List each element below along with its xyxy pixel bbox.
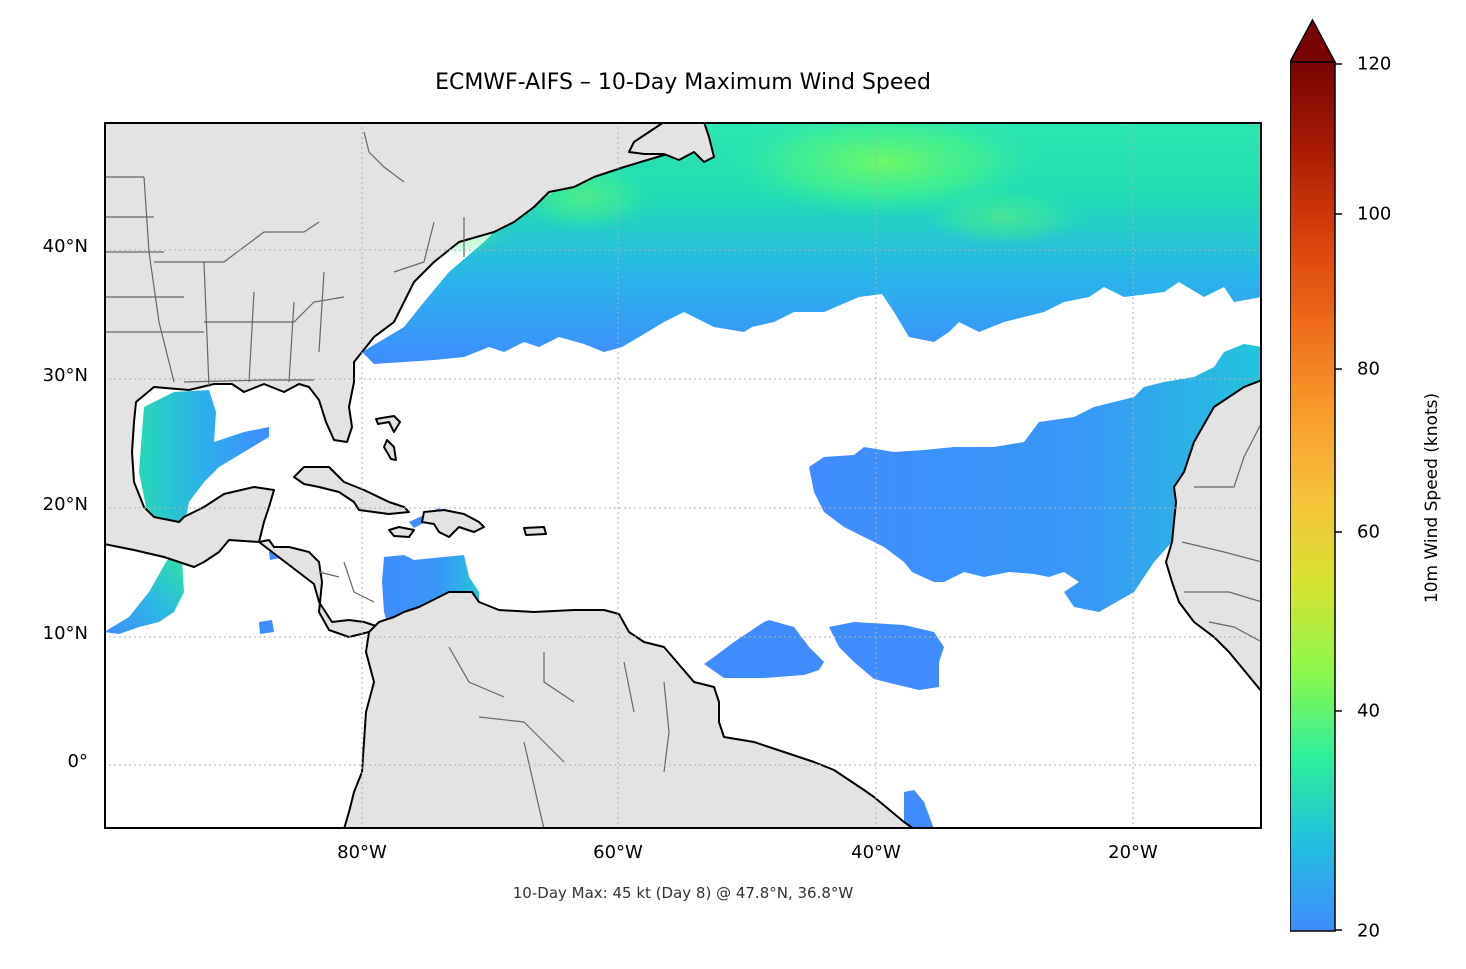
x-tick-label: 40°W <box>851 842 901 863</box>
x-tick-label: 80°W <box>337 842 387 863</box>
y-tick-label: 20°N <box>42 494 88 515</box>
political-borders <box>104 131 1262 829</box>
chart-title: ECMWF-AIFS – 10-Day Maximum Wind Speed <box>435 70 931 95</box>
y-tick-label: 30°N <box>42 365 88 386</box>
map-plot-area <box>104 122 1262 829</box>
land-masses <box>104 122 1262 829</box>
wind-field-tehuantepec <box>104 552 184 634</box>
wind-field-gulf-of-mexico <box>139 390 269 527</box>
colorbar-tick-label: 80 <box>1357 358 1380 380</box>
wind-field-east-atlantic <box>809 344 1262 612</box>
gridlines <box>104 122 1262 829</box>
colorbar-extend-arrow <box>1288 18 1337 63</box>
colorbar-title: 10m Wind Speed (knots) <box>1422 392 1442 604</box>
wind-field-patch-b <box>829 622 944 690</box>
y-tick-label: 10°N <box>42 623 88 644</box>
colorbar-tick-label: 20 <box>1357 920 1380 942</box>
colorbar-tick-label: 40 <box>1357 700 1380 722</box>
y-tick-label: 40°N <box>42 236 88 257</box>
axes-frame <box>104 122 1262 829</box>
x-tick-label: 20°W <box>1108 842 1158 863</box>
wind-field-patch-a <box>704 620 824 678</box>
colorbar-tick-label: 120 <box>1357 53 1392 75</box>
colorbar-tick-label: 60 <box>1357 521 1380 543</box>
colorbar-tick-label: 100 <box>1357 203 1392 225</box>
x-tick-label: 60°W <box>593 842 643 863</box>
colorbar <box>1288 18 1370 938</box>
y-tick-label: 0° <box>67 751 88 772</box>
max-wind-annotation: 10-Day Max: 45 kt (Day 8) @ 47.8°N, 36.8… <box>512 884 854 902</box>
